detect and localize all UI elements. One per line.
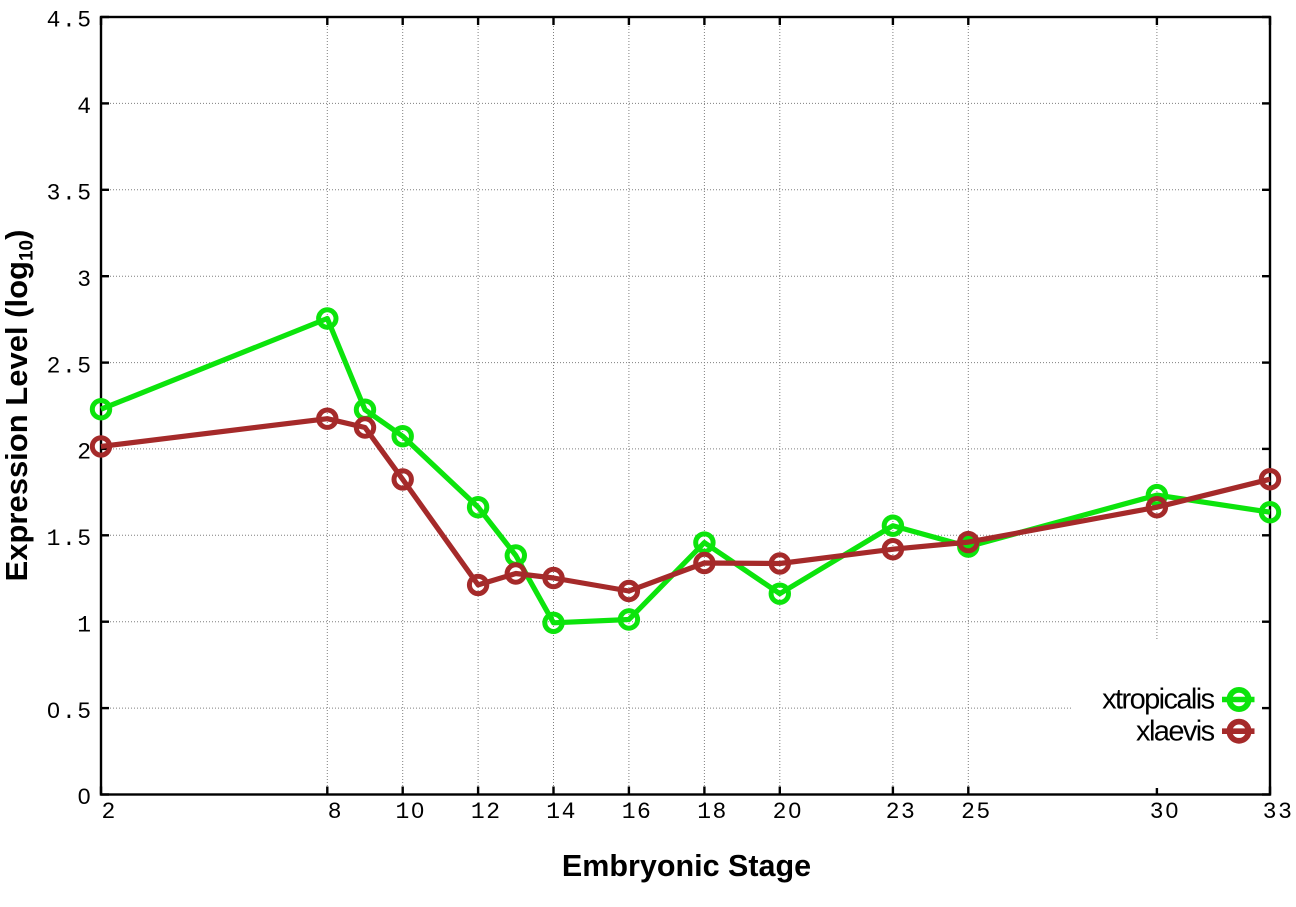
svg-text:2.5: 2.5 — [47, 353, 93, 379]
svg-text:xtropicalis: xtropicalis — [1102, 684, 1214, 716]
svg-text:xlaevis: xlaevis — [1136, 716, 1215, 748]
svg-text:1.5: 1.5 — [47, 526, 93, 552]
svg-text:4.5: 4.5 — [47, 8, 93, 34]
svg-text:8: 8 — [328, 799, 343, 825]
svg-text:18: 18 — [697, 799, 728, 825]
svg-text:20: 20 — [773, 799, 804, 825]
svg-text:12: 12 — [471, 799, 502, 825]
svg-text:10: 10 — [395, 799, 426, 825]
svg-text:0: 0 — [77, 785, 92, 811]
svg-text:33: 33 — [1263, 799, 1294, 825]
svg-text:3.5: 3.5 — [47, 181, 93, 207]
svg-text:2: 2 — [101, 799, 116, 825]
svg-text:Expression Level (log10): Expression Level (log10) — [0, 230, 38, 582]
svg-text:Embryonic Stage: Embryonic Stage — [562, 849, 811, 883]
svg-text:16: 16 — [622, 799, 653, 825]
svg-text:30: 30 — [1150, 799, 1181, 825]
svg-text:4: 4 — [77, 94, 92, 120]
svg-text:1: 1 — [77, 612, 92, 638]
svg-text:3: 3 — [77, 267, 92, 293]
svg-text:2: 2 — [77, 440, 92, 466]
svg-text:23: 23 — [886, 799, 917, 825]
svg-text:25: 25 — [961, 799, 992, 825]
svg-text:0.5: 0.5 — [47, 699, 93, 725]
svg-text:14: 14 — [546, 799, 577, 825]
